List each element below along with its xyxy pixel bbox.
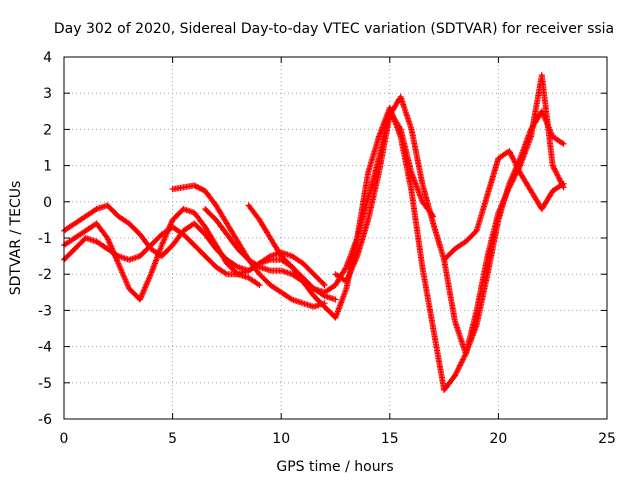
series-trace [62, 225, 337, 302]
x-tick-label: 10 [272, 431, 290, 447]
series-trace [62, 202, 327, 287]
y-tick-label: 1 [43, 159, 52, 175]
x-tick-label: 15 [381, 431, 399, 447]
chart-title: Day 302 of 2020, Sidereal Day-to-day VTE… [54, 21, 614, 37]
y-tick-label: 4 [43, 50, 52, 66]
y-tick-label: 3 [43, 86, 52, 102]
x-tick-label: 20 [489, 431, 507, 447]
y-tick-label: -4 [38, 340, 52, 356]
plot-frame [63, 56, 608, 420]
series-track-8 [441, 148, 567, 263]
data-series [61, 72, 567, 393]
series-trace [333, 73, 566, 356]
series-track-7 [332, 72, 567, 357]
y-tick-label: -5 [38, 376, 52, 392]
x-tick-label: 0 [60, 431, 69, 447]
axis-ticks: 0 5 10 15 20 25 -6 -5 -4 -3 -2 -1 0 1 2 3 4 [38, 50, 616, 447]
x-axis-label: GPS time / hours [276, 459, 393, 475]
y-tick-label: 0 [43, 195, 52, 211]
series-track-3 [61, 206, 263, 303]
grid [64, 57, 607, 419]
series-trace [442, 149, 566, 262]
y-tick-label: -2 [38, 267, 52, 283]
series-trace [62, 206, 262, 302]
y-tick-label: -1 [38, 231, 52, 247]
x-tick-label: 5 [168, 431, 177, 447]
series-trace [246, 106, 566, 392]
y-tick-label: -6 [38, 412, 52, 428]
x-tick-label: 25 [598, 431, 616, 447]
y-tick-label: 2 [43, 122, 52, 138]
y-axis-label: SDTVAR / TECUs [8, 181, 24, 296]
y-tick-label: -3 [38, 303, 52, 319]
